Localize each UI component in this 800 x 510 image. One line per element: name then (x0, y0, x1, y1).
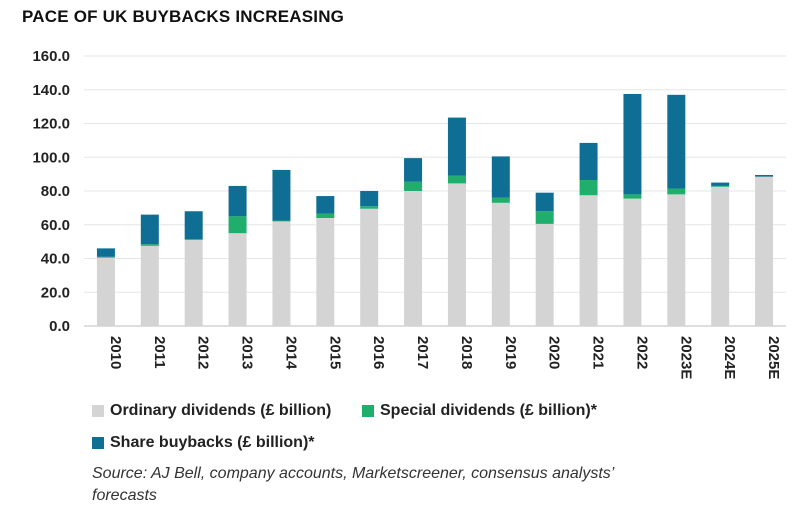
y-tick-label: 120.0 (32, 116, 70, 133)
legend-swatch-buybacks (92, 437, 104, 449)
bar-segment-ordinary (623, 198, 642, 326)
bar-segment-special (579, 180, 598, 196)
bar-segment-ordinary (140, 245, 159, 326)
x-tick-label: 2015 (326, 336, 343, 369)
x-tick-label: 2012 (195, 336, 212, 369)
bar-segment-ordinary (360, 208, 379, 326)
bar-segment-special (711, 185, 730, 187)
bar-segment-buybacks (535, 192, 554, 212)
bar-segment-ordinary (316, 218, 335, 326)
x-tick-label: 2025E (765, 336, 782, 379)
bar-segment-buybacks (447, 117, 466, 176)
legend-swatch-ordinary (92, 405, 104, 417)
x-tick-label: 2018 (458, 336, 475, 369)
bar-segment-special (535, 211, 554, 224)
bar-segment-ordinary (535, 223, 554, 326)
bar-segment-buybacks (755, 174, 774, 177)
x-tick-label: 2010 (107, 336, 124, 369)
bar-segment-ordinary (579, 195, 598, 326)
bar-segment-ordinary (184, 239, 203, 326)
y-tick-label: 20.0 (41, 284, 70, 301)
bar-segment-buybacks (228, 185, 247, 217)
x-tick-label: 2021 (590, 336, 607, 369)
x-tick-label: 2014 (282, 336, 299, 370)
bar-segment-ordinary (404, 191, 423, 326)
y-tick-label: 0.0 (49, 318, 70, 335)
bar-segment-ordinary (447, 183, 466, 326)
bar-segment-special (491, 197, 510, 203)
y-tick-label: 60.0 (41, 217, 70, 234)
y-tick-label: 80.0 (41, 183, 70, 200)
bar-segment-buybacks (491, 156, 510, 198)
bar-segment-ordinary (272, 221, 291, 326)
bar-segment-ordinary (667, 194, 686, 326)
y-tick-label: 40.0 (41, 251, 70, 268)
y-tick-label: 100.0 (32, 149, 70, 166)
legend-buybacks: Share buybacks (£ billion)* (92, 434, 315, 452)
source-note: Source: AJ Bell, company accounts, Marke… (92, 465, 614, 504)
x-tick-label: 2020 (546, 336, 563, 369)
bar-segment-ordinary (711, 186, 730, 326)
bar-segment-buybacks (96, 248, 115, 257)
bar-segment-ordinary (755, 176, 774, 326)
y-tick-label: 140.0 (32, 82, 70, 99)
x-tick-label: 2017 (414, 336, 431, 369)
x-tick-label: 2022 (633, 336, 650, 369)
bar-segment-special (96, 256, 115, 258)
y-tick-label: 160.0 (32, 48, 70, 65)
bar-segment-ordinary (491, 202, 510, 326)
bar-segment-buybacks (272, 169, 291, 221)
bar-segment-buybacks (579, 142, 598, 181)
legend-swatch-special (362, 405, 374, 417)
bar-segment-special (404, 181, 423, 191)
bar-segment-buybacks (623, 93, 642, 195)
x-tick-label: 2016 (370, 336, 387, 369)
chart-title: PACE OF UK BUYBACKS INCREASING (22, 7, 345, 26)
bar-segment-buybacks (404, 158, 423, 182)
legend-label-buybacks: Share buybacks (£ billion)* (110, 434, 315, 451)
bar-segment-special (447, 175, 466, 184)
bar-segment-buybacks (316, 196, 335, 214)
bar-segment-special (316, 213, 335, 218)
x-tick-label: 2023E (677, 336, 694, 379)
bar-segment-special (360, 206, 379, 209)
x-tick-label: 2013 (239, 336, 256, 369)
bar-segment-special (667, 188, 686, 195)
bar-segment-buybacks (711, 182, 730, 186)
legend-special: Special dividends (£ billion)* (362, 402, 597, 420)
bar-segment-special (140, 244, 159, 246)
legend-label-ordinary: Ordinary dividends (£ billion) (110, 402, 332, 419)
bar-segment-special (623, 194, 642, 199)
bar-segment-ordinary (228, 233, 247, 326)
legend-ordinary: Ordinary dividends (£ billion) (92, 402, 331, 420)
bar-segment-buybacks (140, 214, 159, 245)
x-tick-label: 2024E (721, 336, 738, 379)
bar-segment-special (272, 220, 291, 222)
x-tick-label: 2019 (502, 336, 519, 369)
legend-label-special: Special dividends (£ billion)* (380, 402, 597, 419)
stacked-bar-chart: 0.0 20.0 40.0 60.0 80.0 100.0 120.0 140.0 160.0 2… (32, 48, 786, 379)
bar-segment-special (228, 216, 247, 234)
bar-segment-buybacks (360, 191, 379, 207)
x-tick-label: 2011 (151, 336, 168, 369)
bar-segment-ordinary (96, 257, 115, 326)
bar-segment-buybacks (184, 211, 203, 240)
bar-segment-special (184, 239, 203, 240)
bar-segment-buybacks (667, 94, 686, 189)
